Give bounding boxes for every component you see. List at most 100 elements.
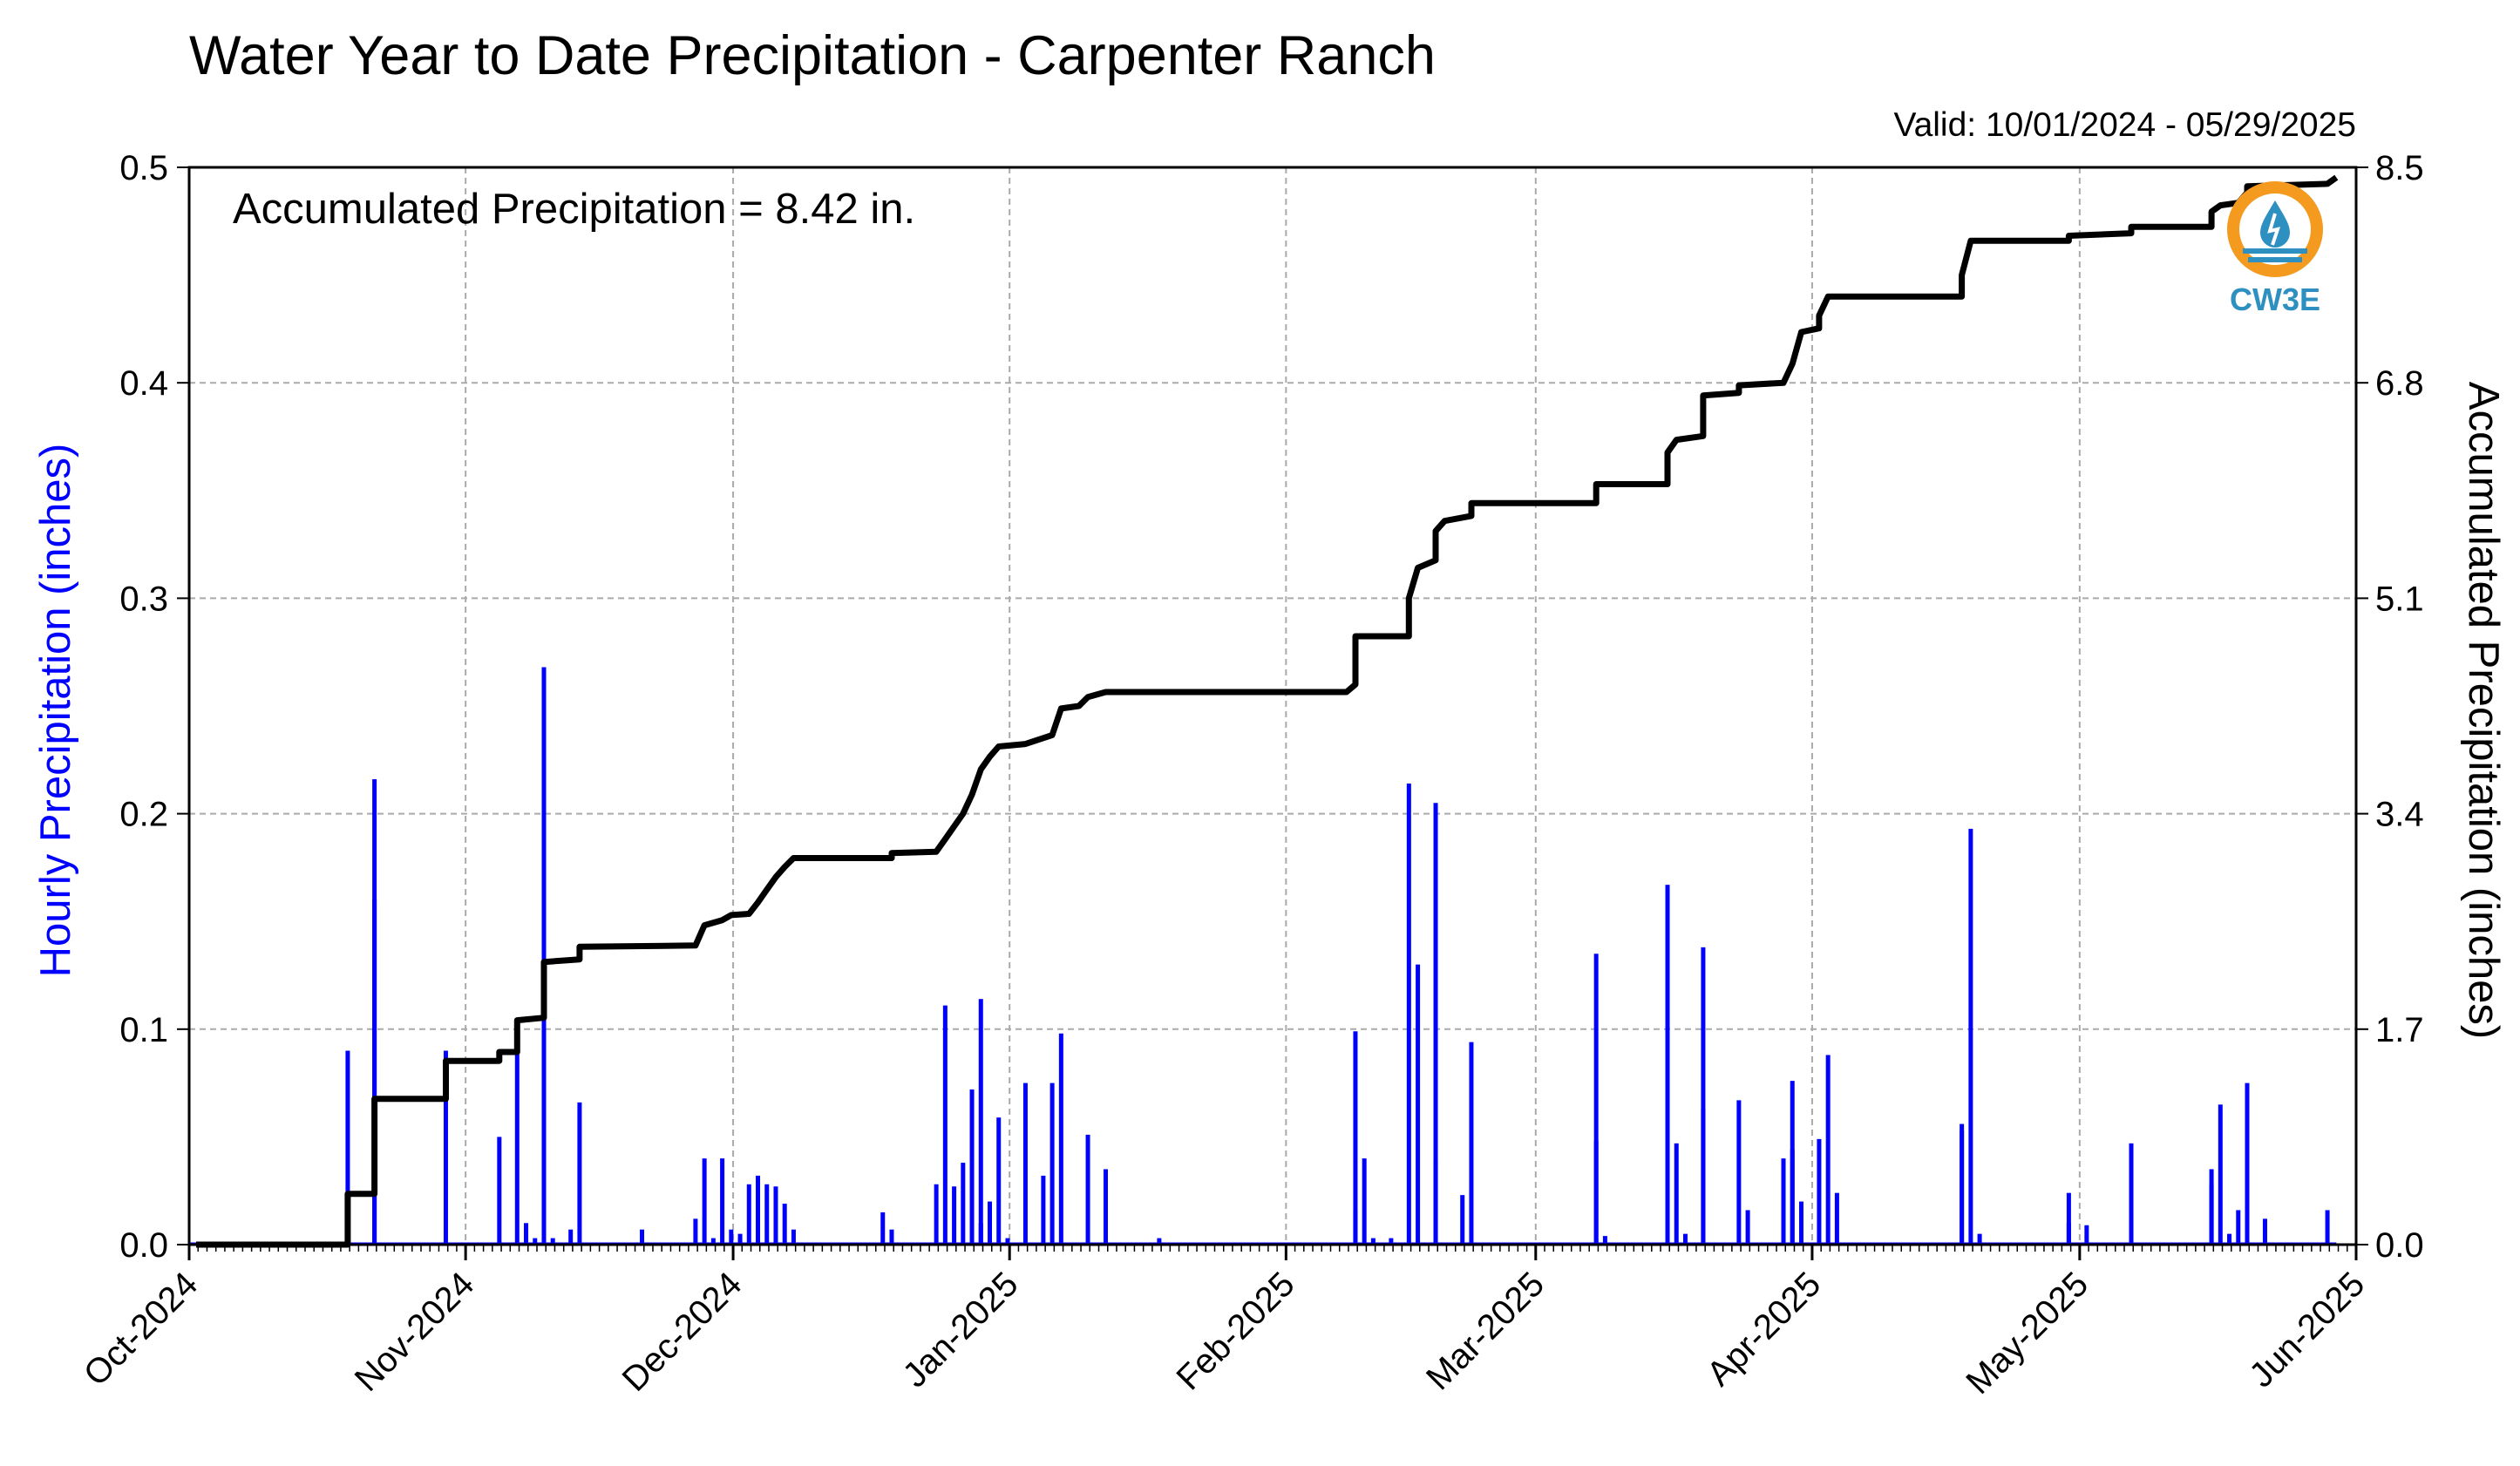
precip-bar — [969, 1089, 975, 1245]
precip-bar — [2129, 1216, 2134, 1245]
precip-bar — [1362, 1158, 1367, 1245]
precip-bar — [2245, 1083, 2250, 1245]
precip-bar — [568, 1229, 574, 1245]
precip-bar — [1674, 1143, 1679, 1245]
precip-bar — [2236, 1210, 2241, 1245]
x-tick-label: Apr-2025 — [1700, 1265, 1828, 1393]
chart-title: Water Year to Date Precipitation - Carpe… — [189, 25, 1436, 86]
precip-bar — [1665, 885, 1670, 1245]
precip-bar — [1370, 1238, 1375, 1245]
precip-bar — [889, 1229, 894, 1245]
precip-bar — [2218, 1104, 2223, 1245]
axes — [187, 166, 2358, 1246]
precip-bar — [1104, 1169, 1109, 1245]
precip-bar — [1825, 1055, 1831, 1245]
precip-bar — [988, 1201, 993, 1245]
precip-bar — [1781, 1158, 1786, 1245]
cw3e-logo-icon — [2227, 181, 2323, 277]
precip-bar — [729, 1229, 734, 1245]
x-tick-label: Jan-2025 — [896, 1265, 1026, 1395]
precip-bar — [996, 1117, 1002, 1245]
precip-bar — [1602, 1236, 1607, 1245]
precip-bar — [737, 1233, 743, 1245]
precip-bar — [1389, 1238, 1394, 1245]
precip-bar — [764, 1184, 770, 1245]
precip-bar — [880, 1211, 886, 1245]
precip-bar — [372, 899, 377, 1245]
precip-bar — [1593, 1141, 1599, 1245]
y-left-tick-label: 0.3 — [119, 580, 168, 618]
precip-bar — [710, 1238, 716, 1245]
precip-bar — [1433, 1160, 1438, 1245]
x-tick-label: Dec-2024 — [615, 1265, 750, 1399]
y-axis-left-label: Hourly Precipitation (inches) — [32, 444, 79, 978]
precip-bar — [524, 1223, 529, 1245]
accumulated-annotation: Accumulated Precipitation = 8.42 in. — [233, 186, 916, 233]
precip-bar — [1005, 1238, 1010, 1245]
precip-bar — [952, 1186, 957, 1245]
precip-bar — [2209, 1184, 2214, 1245]
grid-lines — [189, 167, 2356, 1245]
precip-bar — [443, 1050, 448, 1245]
hourly-precip-bars — [189, 667, 2337, 1245]
precip-bar — [2325, 1210, 2330, 1245]
precip-bar — [1406, 783, 1411, 1245]
y-right-tick-label: 8.5 — [2375, 149, 2424, 187]
precip-bar — [1968, 828, 1973, 1245]
precip-bar — [1977, 1233, 1982, 1245]
x-tick-label: Feb-2025 — [1170, 1265, 1302, 1397]
precip-bar — [497, 1137, 502, 1245]
y-left-tick-label: 0.2 — [119, 796, 168, 834]
precip-bar — [1790, 1081, 1795, 1245]
accumulated-precip-line — [196, 174, 2339, 1248]
precip-bar — [1736, 1100, 1742, 1245]
precip-bar — [541, 1028, 547, 1245]
precip-bar — [702, 1158, 707, 1245]
precip-bar — [2066, 1223, 2071, 1245]
precip-bar — [2262, 1218, 2267, 1245]
y-left-tick-label: 0.0 — [119, 1226, 168, 1265]
precip-bar — [533, 1238, 538, 1245]
x-tick-label: Oct-2024 — [77, 1265, 205, 1393]
precip-bar — [746, 1184, 751, 1245]
precip-bar — [2084, 1225, 2089, 1245]
precip-bar — [1058, 1033, 1063, 1245]
accumulated-line — [196, 174, 2339, 1248]
precip-bar — [693, 1218, 698, 1245]
precip-bar — [2129, 1143, 2134, 1245]
precip-bar — [1085, 1134, 1090, 1245]
precip-bar — [978, 1223, 983, 1245]
precip-bar — [2227, 1233, 2232, 1245]
precip-bar — [1834, 1192, 1839, 1245]
precip-bar — [1745, 1210, 1750, 1245]
precip-bar — [1469, 1042, 1474, 1245]
y-right-tick-label: 3.4 — [2375, 796, 2424, 834]
y-right-tick-label: 0.0 — [2375, 1226, 2424, 1265]
precip-bar — [934, 1184, 939, 1245]
precip-bar — [1701, 947, 1706, 1245]
precip-bar — [1593, 954, 1599, 1245]
chart-subtitle: Valid: 10/01/2024 - 05/29/2025 — [1893, 106, 2356, 144]
precip-bar — [1353, 1031, 1358, 1245]
y-right-tick-label: 6.8 — [2375, 364, 2424, 403]
precip-bar — [2066, 1192, 2071, 1245]
x-tick-label: Mar-2025 — [1419, 1265, 1552, 1397]
precip-bar — [541, 667, 547, 1245]
precip-bar — [1460, 1195, 1465, 1245]
x-tick-label: May-2025 — [1959, 1265, 2095, 1402]
precip-bar — [773, 1186, 778, 1245]
precip-bar — [791, 1229, 796, 1245]
y-left-tick-label: 0.1 — [119, 1011, 168, 1049]
precip-bar — [1433, 803, 1438, 1245]
precip-bar — [1049, 1083, 1055, 1245]
precip-bar — [782, 1204, 787, 1245]
precip-bar — [942, 1005, 948, 1245]
precip-bar — [1682, 1233, 1688, 1245]
precip-bar — [1157, 1238, 1162, 1245]
precip-bar — [1817, 1138, 1822, 1245]
precip-bar — [1416, 964, 1421, 1245]
precip-bar — [550, 1238, 555, 1245]
precip-bar — [1041, 1175, 1046, 1245]
y-left-tick-label: 0.4 — [119, 364, 168, 403]
